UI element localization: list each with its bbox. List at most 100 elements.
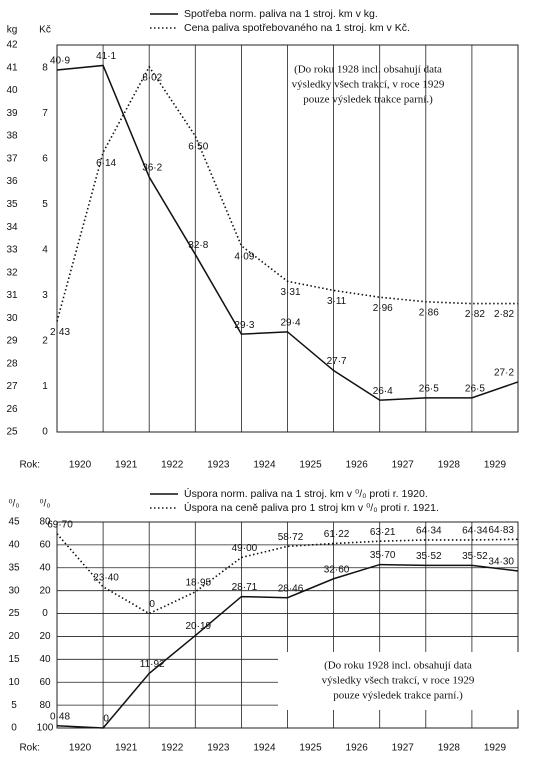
value-label: 64·83: [488, 525, 514, 536]
value-label: 26·5: [419, 383, 439, 394]
legend-label: Cena paliva spotřebovaného na 1 stroj. k…: [184, 22, 410, 34]
value-label: 0: [103, 714, 109, 725]
x-tick-label: 1929: [484, 460, 507, 471]
value-label: 26·5: [465, 383, 485, 394]
y2-tick-label: 0: [42, 427, 48, 438]
value-label: 3·11: [327, 296, 347, 307]
y-axis-unit: kg: [7, 25, 18, 36]
y-tick-label: 10: [8, 677, 20, 688]
y-tick-label: 40: [6, 85, 18, 96]
value-label: 2·82: [494, 309, 514, 320]
y2-tick-label: 5: [42, 199, 48, 210]
value-label: 6·14: [96, 158, 116, 169]
x-tick-label: 1926: [346, 743, 369, 754]
value-label: 64·34: [462, 526, 488, 537]
y-tick-label: 0: [11, 723, 17, 734]
x-tick-label: 1924: [253, 743, 276, 754]
y-tick-label: 29: [6, 336, 18, 347]
y-tick-label: 25: [6, 427, 18, 438]
value-label: 32·8: [188, 240, 208, 251]
y-tick-label: 30: [8, 585, 20, 596]
y-tick-label: 37: [6, 153, 18, 164]
value-label: 27·7: [327, 356, 347, 367]
x-tick-label: 1925: [299, 743, 322, 754]
y-tick-label: 28: [6, 358, 18, 369]
y-tick-label: 39: [6, 108, 18, 119]
value-label: 8·02: [142, 72, 162, 83]
y-tick-label: 26: [6, 404, 18, 415]
y-tick-label: 30: [6, 313, 18, 324]
y2-tick-label: 60: [39, 540, 51, 551]
value-label: 40·9: [50, 56, 70, 67]
value-label: 3·31: [280, 287, 300, 298]
plot-frame: [56, 44, 519, 433]
x-tick-label: 1922: [161, 460, 184, 471]
value-label: 6·50: [188, 142, 208, 153]
y-tick-label: 25: [8, 608, 20, 619]
legend-label: Spotřeba norm. paliva na 1 stroj. km v k…: [184, 8, 378, 20]
x-tick-label: 1928: [438, 460, 461, 471]
y-tick-label: 36: [6, 176, 18, 187]
annotation: (Do roku 1928 incl. obsahují data: [324, 660, 472, 672]
x-tick-label: 1923: [207, 460, 230, 471]
value-label: 35·52: [416, 551, 442, 562]
value-label: 4·09: [234, 251, 254, 262]
y2-tick-label: 20: [39, 631, 51, 642]
y2-axis-unit: Kč: [39, 25, 51, 36]
x-tick-label: 1923: [207, 743, 230, 754]
y-tick-label: 40: [8, 540, 20, 551]
data-line: [56, 563, 519, 729]
y2-tick-label: 7: [42, 108, 48, 119]
y-tick-label: 35: [8, 562, 20, 573]
value-label: 69·70: [47, 519, 73, 530]
value-label: 2·86: [419, 307, 439, 318]
x-tick-label: 1925: [299, 460, 322, 471]
value-label: 2·82: [465, 309, 485, 320]
value-label: 23·40: [93, 572, 119, 583]
x-axis-label: Rok:: [19, 743, 40, 754]
y-tick-label: 34: [6, 222, 18, 233]
value-label: 63·21: [370, 527, 396, 538]
value-label: 27·2: [494, 368, 514, 379]
y-tick-label: 5: [11, 700, 17, 711]
value-label: 36·2: [142, 163, 162, 174]
data-line: [56, 64, 519, 401]
legend-label: Úspora norm. paliva na 1 stroj. km v ⁰/₀…: [184, 487, 428, 500]
value-label: 0·48: [50, 711, 70, 722]
y-tick-label: 20: [8, 631, 20, 642]
y-axis-unit: ⁰/₀: [9, 499, 20, 510]
y-tick-label: 35: [6, 199, 18, 210]
y2-tick-label: 3: [42, 290, 48, 301]
y2-tick-label: 6: [42, 153, 48, 164]
y-tick-label: 41: [6, 62, 18, 73]
value-label: 61·22: [324, 529, 350, 540]
value-label: 49·00: [232, 543, 258, 554]
y-tick-label: 15: [8, 654, 20, 665]
value-label: 64·34: [416, 526, 442, 537]
value-label: 32·60: [324, 564, 350, 575]
x-tick-label: 1921: [115, 743, 138, 754]
x-tick-label: 1927: [392, 460, 415, 471]
value-label: 11·92: [140, 659, 165, 670]
y-tick-label: 27: [6, 381, 18, 392]
y-tick-label: 42: [6, 40, 18, 51]
x-tick-label: 1924: [253, 460, 276, 471]
annotation: výsledky všech trakcí, v roce 1929: [292, 79, 445, 91]
y2-tick-label: 60: [39, 677, 51, 688]
x-tick-label: 1920: [69, 743, 92, 754]
y2-tick-label: 80: [39, 700, 51, 711]
value-label: 41·1: [96, 51, 116, 62]
value-label: 18·95: [186, 578, 212, 589]
y-tick-label: 38: [6, 131, 18, 142]
annotation: pouze výsledek trakce parní.): [333, 690, 463, 702]
y2-tick-label: 8: [42, 62, 48, 73]
y2-tick-label: 20: [39, 585, 51, 596]
x-tick-label: 1921: [115, 460, 138, 471]
x-axis-label: Rok:: [19, 460, 40, 471]
y2-axis-unit: ⁰/₀: [40, 499, 51, 510]
x-tick-label: 1922: [161, 743, 184, 754]
y2-tick-label: 100: [37, 723, 54, 734]
value-label: 35·70: [370, 550, 396, 561]
value-label: 34·30: [488, 557, 514, 568]
